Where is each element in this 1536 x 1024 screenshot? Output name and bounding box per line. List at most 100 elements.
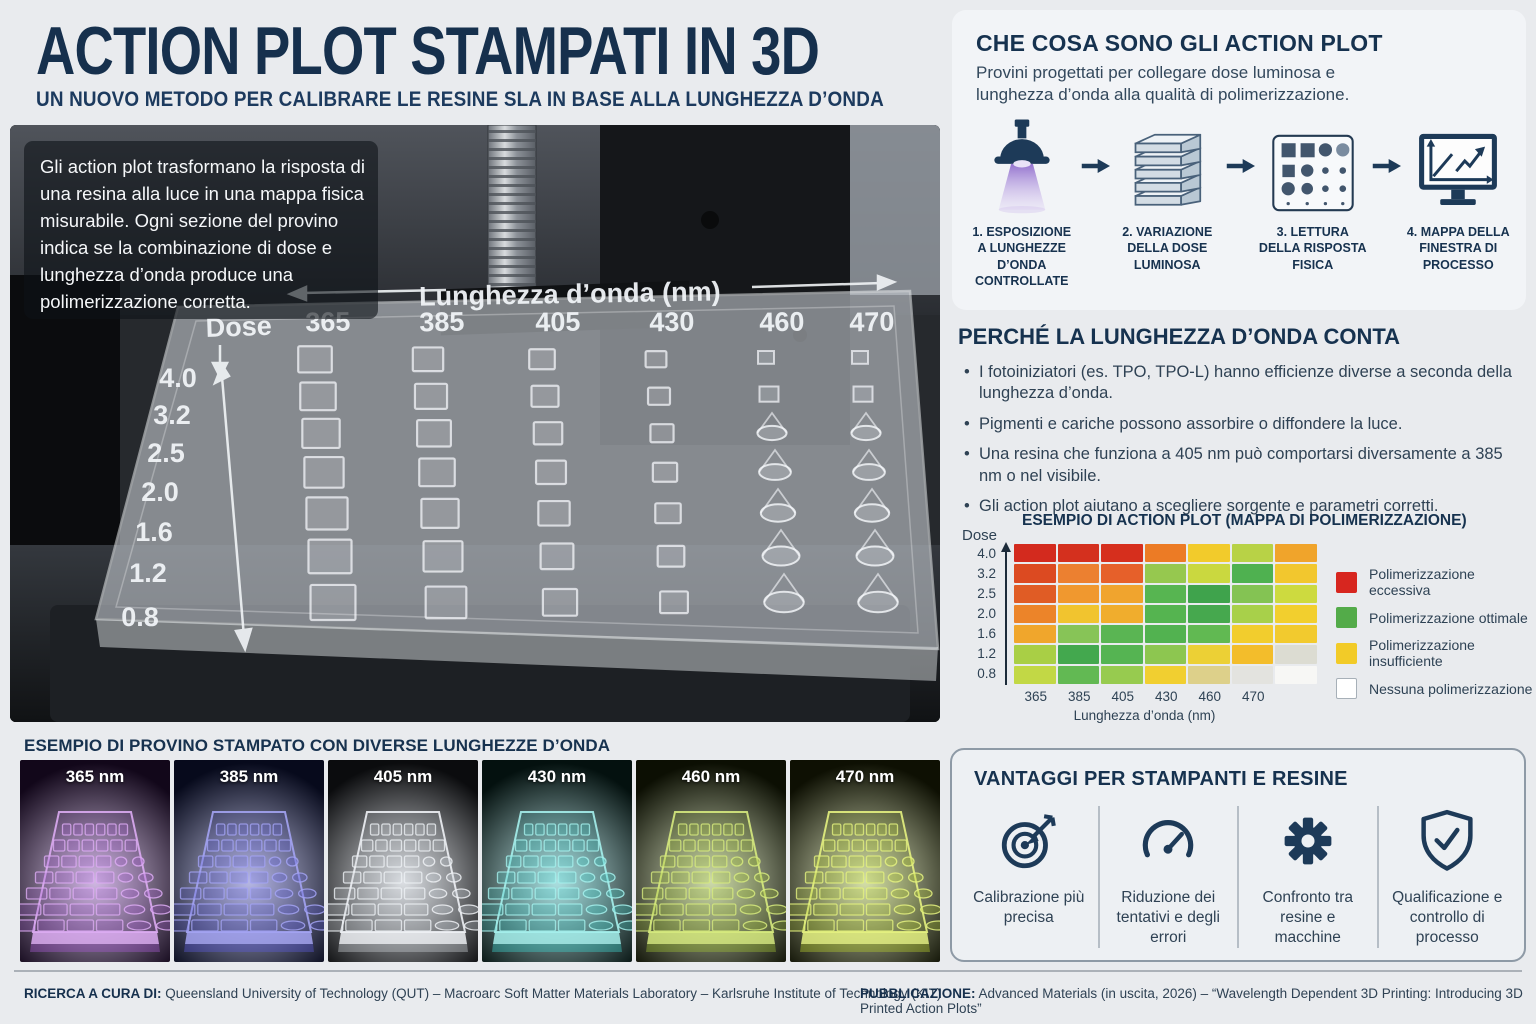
- heatmap-cell: [1231, 584, 1274, 603]
- chart-y-axis-arrow: [1001, 542, 1011, 685]
- heatmap-cell: [1101, 604, 1143, 624]
- heatmap-cell: [1231, 564, 1274, 583]
- why-bullet: Una resina che funziona a 405 nm può com…: [962, 444, 1522, 487]
- benefit-label: Confronto tra resine e macchine: [1262, 889, 1353, 947]
- photo-wavelength-tick: 385: [419, 307, 465, 338]
- sample-tile: 385 nm: [174, 760, 324, 962]
- gauge-icon: [1143, 820, 1194, 858]
- heatmap-cell: [1188, 625, 1230, 644]
- machine-light-panel: [850, 125, 940, 295]
- chart-x-ticks: 365 385 405 430 460 470: [1014, 689, 1275, 704]
- heatmap-cell: [1101, 645, 1143, 664]
- chart-y-tick: 1.6: [977, 626, 996, 641]
- chart-y-tick: 0.8: [977, 666, 996, 681]
- footer-divider: [14, 970, 1522, 972]
- sample-tiles-row: 365 nm 385 nm 405 nm 430 nm 460 nm 470 n…: [20, 760, 940, 962]
- action-plot-plate: [94, 289, 940, 681]
- process-step: 4. MAPPA DELLA FINESTRA DI PROCESSO: [1403, 118, 1515, 273]
- sample-tile-label: 385 nm: [219, 767, 279, 786]
- heatmap-cell: [1101, 564, 1143, 583]
- photo-wavelength-tick: 430: [649, 307, 695, 338]
- chart-x-tick: 460: [1198, 689, 1222, 704]
- why-bullet: Gli action plot aiutano a scegliere sorg…: [962, 496, 1522, 518]
- photo-dose-tick: 0.8: [121, 602, 159, 632]
- legend-item: Polimerizzazione insufficiente: [1336, 637, 1536, 669]
- sample-plate-render: [482, 811, 632, 952]
- sample-plate-icon-holder: [1270, 118, 1356, 214]
- chart-x-tick: 430: [1154, 689, 1178, 704]
- gear-icon: [1284, 817, 1332, 865]
- photo-dose-tick: 2.5: [147, 438, 185, 468]
- step-arrow: [1078, 118, 1112, 214]
- footer-publication: PUBBLICAZIONE: Advanced Materials (in us…: [860, 986, 1536, 1016]
- legend-item: Nessuna polimerizzazione: [1336, 678, 1536, 699]
- sample-tile: 365 nm: [20, 760, 170, 962]
- photo-wavelength-tick: 405: [535, 307, 581, 338]
- uv-lamp-icon-holder: [983, 118, 1061, 214]
- legend-swatch: [1336, 678, 1357, 699]
- plate-axis-labels: Dose Lunghezza d’onda (nm) 365 385 405 430 4…: [121, 276, 894, 632]
- heatmap-cell: [1231, 665, 1274, 684]
- photo-dose-tick: 1.2: [129, 558, 167, 588]
- chart-x-tick: 385: [1067, 689, 1091, 704]
- process-steps: 1. ESPOSIZIONE A LUNGHEZZE D’ONDA CONTRO…: [966, 118, 1514, 289]
- heatmap-cell: [1188, 604, 1230, 624]
- printer-photo: Dose Lunghezza d’onda (nm) 365 385 405 430 4…: [10, 125, 940, 722]
- uv-lamp-icon: [994, 119, 1050, 214]
- heatmap-cell: [1144, 544, 1187, 563]
- legend-swatch: [1336, 571, 1357, 593]
- page-subtitle: UN NUOVO METODO PER CALIBRARE LE RESINE …: [36, 88, 884, 111]
- heatmap-cell: [1014, 584, 1056, 603]
- heatmap-cell: [1057, 665, 1100, 684]
- photo-caption-text: Gli action plot trasformano la risposta …: [40, 156, 365, 312]
- process-step-label: 1. ESPOSIZIONE A LUNGHEZZE D’ONDA CONTRO…: [972, 225, 1072, 288]
- heatmap-cell: [1188, 584, 1230, 603]
- why-bullet: I fotoiniziatori (es. TPO, TPO-L) hanno …: [962, 362, 1522, 405]
- what-heading: CHE COSA SONO GLI ACTION PLOT: [976, 30, 1383, 56]
- why-bullet-list: I fotoiniziatori (es. TPO, TPO-L) hanno …: [962, 362, 1522, 527]
- heatmap-cell: [1275, 665, 1317, 684]
- benefit-item: Calibrazione più precisa: [960, 806, 1098, 948]
- photo-dose-tick: 2.0: [141, 477, 179, 507]
- legend-label: Polimerizzazione ottimale: [1369, 609, 1528, 626]
- heatmap-cell: [1057, 645, 1100, 664]
- heatmap-cell: [1057, 625, 1100, 644]
- photo-wavelength-ticks: 365 385 405 430 460 470: [305, 307, 895, 338]
- heatmap-cell: [1188, 645, 1230, 664]
- sample-tile-label: 460 nm: [681, 767, 741, 786]
- chart-x-axis-label: Lunghezza d’onda (nm): [1073, 708, 1216, 723]
- heatmap-cell: [1014, 625, 1056, 644]
- chart-y-tick: 4.0: [977, 546, 996, 561]
- sample-tile: 470 nm: [790, 760, 940, 962]
- benefit-item: Riduzione dei tentativi e degli errori: [1097, 806, 1238, 949]
- process-step: 3. LETTURA DELLA RISPOSTA FISICA: [1257, 118, 1369, 273]
- heatmap-cell: [1144, 665, 1187, 684]
- samples-heading: ESEMPIO DI PROVINO STAMPATO CON DIVERSE …: [24, 736, 611, 755]
- chart-y-tick: 2.5: [977, 586, 996, 601]
- benefit-label: Calibrazione più precisa: [973, 889, 1085, 927]
- legend-label: Polimerizzazione insufficiente: [1369, 637, 1475, 669]
- photo-dose-tick: 1.6: [135, 517, 173, 547]
- step-arrow: [1223, 118, 1257, 214]
- process-map-monitor-icon: [1419, 133, 1498, 205]
- step-arrow: [1369, 118, 1403, 214]
- sample-tile-label: 430 nm: [527, 767, 587, 786]
- heatmap-cell: [1144, 645, 1187, 664]
- chart-y-tick: 1.2: [977, 646, 996, 661]
- process-step: 2. VARIAZIONE DELLA DOSE LUMINOSA: [1112, 118, 1224, 273]
- gauge-icon-holder: [1135, 806, 1201, 876]
- gear-icon-holder: [1275, 806, 1341, 876]
- process-step-label: 3. LETTURA DELLA RISPOSTA FISICA: [1258, 225, 1367, 272]
- heatmap-cell: [1188, 564, 1230, 583]
- chart-y-axis-label: Dose: [962, 527, 998, 544]
- heatmap-cell: [1101, 584, 1143, 603]
- benefit-item: Confronto tra resine e macchine: [1237, 806, 1377, 949]
- sample-tile-label: 405 nm: [373, 767, 433, 786]
- why-bullet: Pigmenti e cariche possono assorbire o d…: [962, 414, 1522, 436]
- flow-arrow-icon: [1226, 158, 1255, 174]
- photo-dose-tick: 3.2: [153, 400, 191, 430]
- benefits-row: Calibrazione più precisa Riduzione dei t…: [960, 806, 1516, 949]
- chart-y-ticks: 4.0 3.2 2.5 2.0 1.6 1.2 0.8: [952, 544, 996, 684]
- sample-plate-render: [636, 811, 786, 952]
- footer-research-credit: RICERCA A CURA DI: Queensland University…: [24, 986, 941, 1001]
